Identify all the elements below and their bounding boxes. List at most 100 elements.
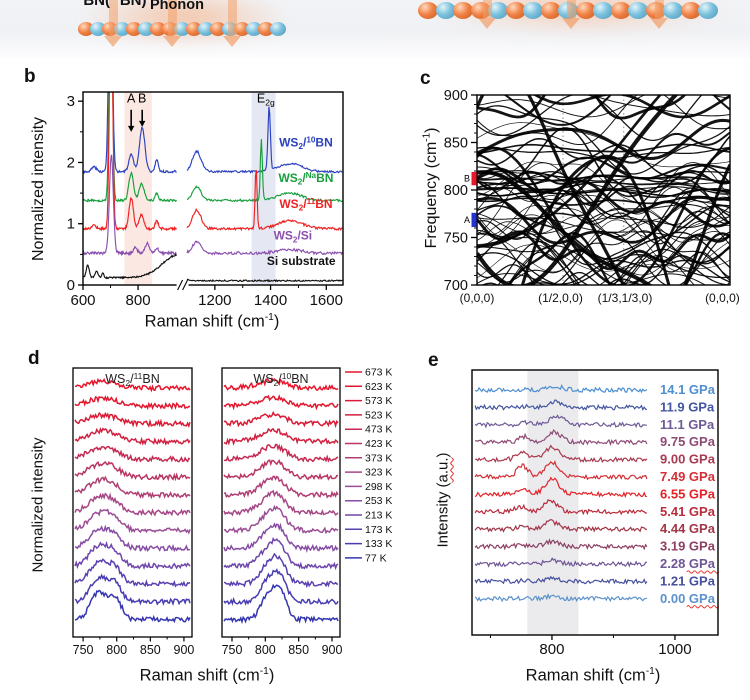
legend-label: 323 K <box>365 467 392 479</box>
mode-marker-label: B <box>464 174 470 184</box>
pressure-spectrum-curve <box>474 538 648 551</box>
boron-atom <box>575 1 596 19</box>
legend-label: 77 K <box>365 552 387 564</box>
temperature-spectrum-curve <box>223 536 339 571</box>
pressure-spectrum-curve <box>474 575 648 585</box>
panel-b-letter: b <box>24 66 36 87</box>
pressure-label: 0.00 GPa <box>660 591 716 606</box>
phonon-arrow-head <box>104 36 122 47</box>
temperature-spectrum-curve <box>74 460 191 482</box>
phonon-arrow <box>108 0 118 36</box>
spellcheck-wavy-underline <box>686 570 720 574</box>
temperature-spectrum-curve <box>223 522 339 554</box>
pressure-label: 4.44 GPa <box>660 521 716 536</box>
phonon-arrow-head <box>163 36 181 47</box>
spectrum-curve <box>83 92 178 203</box>
nitrogen-atom <box>593 1 613 19</box>
mode-marker <box>471 212 477 228</box>
pressure-label: 9.75 GPa <box>660 434 716 449</box>
phonon-schematic: 10BN(11BN) Phonon <box>0 0 750 58</box>
x-tick-label: 600 <box>70 292 95 309</box>
legend-label: 473 K <box>365 424 392 436</box>
mode-annotation-label: E2g <box>257 92 275 108</box>
pressure-spectrum-curve <box>474 476 648 499</box>
subpanel-title: WS2/11BN <box>105 371 160 388</box>
pressure-spectrum-curve <box>474 499 648 516</box>
x-tick-label: 800 <box>106 643 127 657</box>
phonon-arrow-head <box>478 18 496 29</box>
y-tick-label: 0 <box>67 277 75 294</box>
temperature-spectrum-curve <box>223 394 339 411</box>
series-label: Si substrate <box>267 254 336 268</box>
phonon-branch <box>477 118 730 161</box>
temperature-spectrum-curve <box>223 459 338 481</box>
spectrum-curve <box>186 278 343 283</box>
x-tick-label: 900 <box>322 643 343 657</box>
pressure-spectrum-curve <box>474 384 648 394</box>
legend-label: 253 K <box>365 495 392 507</box>
peak-annotation-label: B <box>138 92 146 106</box>
phonon-branch <box>477 202 730 245</box>
phonon-branch <box>477 95 662 247</box>
phonon-branch <box>477 216 730 243</box>
phonon-branch <box>507 245 730 285</box>
spectrum-curve <box>186 139 343 203</box>
legend-label: 373 K <box>365 452 392 464</box>
spectrum-curve <box>83 92 177 175</box>
phonon-branch <box>477 146 730 160</box>
boron-atom <box>680 1 701 19</box>
panel-e-letter: e <box>428 350 439 371</box>
subpanel-title: WS2/10BN <box>253 371 308 388</box>
x-tick-label: 750 <box>73 643 94 657</box>
phonon-branch <box>477 252 730 285</box>
phonon-branch <box>480 247 730 285</box>
series-label: WS2/10BN <box>279 136 333 152</box>
kpath-label: (0,0,0) <box>705 291 740 305</box>
temperature-spectrum-curve <box>74 524 191 553</box>
panel-e-chart: 14.1 GPa 11.9 GPa 11.1 GPa 9.75 GPa 9.00 GPa… <box>471 369 720 658</box>
phonon-branch <box>477 195 730 206</box>
phonon-branch <box>503 95 730 126</box>
legend-label: 573 K <box>365 395 392 407</box>
pressure-label: 3.19 GPa <box>660 539 716 554</box>
legend-label: 623 K <box>365 381 392 393</box>
y-tick-label: 850 <box>444 136 468 152</box>
x-tick-label: 900 <box>174 643 195 657</box>
phonon-arrow <box>482 0 492 18</box>
phonon-arrow-head <box>223 36 241 47</box>
spectrum-curve <box>186 106 343 174</box>
spectrum-curve <box>186 170 343 232</box>
pressure-spectrum-curve <box>474 557 648 568</box>
phonon-branch <box>477 143 730 154</box>
spectrum-curve <box>186 240 343 256</box>
nitrogen-atom <box>628 1 648 19</box>
panel-b-xlabel: Raman shift (cm-1) <box>144 312 280 331</box>
temperature-spectrum-curve <box>223 410 339 429</box>
temperature-spectrum-curve <box>74 558 191 588</box>
phonon-branch <box>477 95 730 285</box>
legend-label: 523 K <box>365 409 392 421</box>
phonon-branch <box>477 244 730 279</box>
legend-label: 133 K <box>365 538 392 550</box>
pressure-spectrum-curve <box>475 429 648 447</box>
nitrogen-atom <box>523 1 543 19</box>
phonon-branch <box>477 186 730 195</box>
panel-d-letter: d <box>28 348 40 369</box>
pressure-label: 6.55 GPa <box>660 486 716 501</box>
x-tick-label: 850 <box>140 643 161 657</box>
panel-d-xlabel: Raman shift (cm-1) <box>139 666 275 685</box>
y-tick-label: 900 <box>444 88 468 104</box>
temperature-spectrum-curve <box>74 427 191 446</box>
y-tick-label: 700 <box>444 278 468 294</box>
boron-atom <box>418 1 438 19</box>
temperature-spectrum-curve <box>223 376 339 392</box>
phonon-branch <box>477 95 687 120</box>
phonon-arrow-head <box>650 18 668 29</box>
x-tick-label: 1600 <box>310 292 343 309</box>
phonon-branch <box>477 251 730 285</box>
pressure-spectrum-curve <box>474 399 648 412</box>
phonon-arrow <box>227 0 237 36</box>
temperature-spectrum-curve <box>74 411 191 428</box>
phonon-branch <box>477 105 730 175</box>
x-tick-label: 800 <box>255 643 276 657</box>
